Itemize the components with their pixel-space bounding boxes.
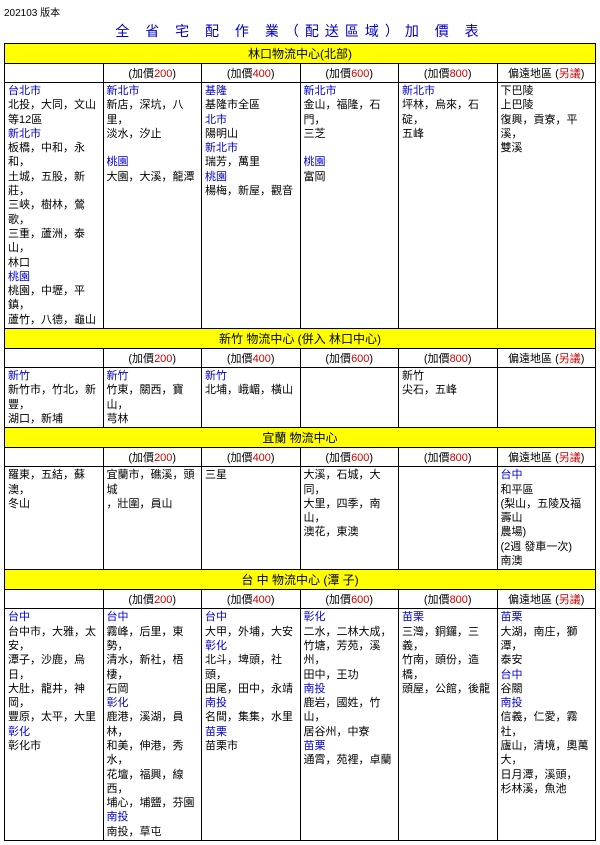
data-cell <box>300 368 399 428</box>
section-header: 新竹 物流中心 (併入 林口中心) <box>5 329 596 349</box>
main-title: 全 省 宅 配 作 業（配送區域）加 價 表 <box>4 21 596 41</box>
data-cell: 台北市北投，大同，文山等12區新北市板橋，中和，永和，土城，五股，新莊，三峽，樹… <box>5 83 104 329</box>
col-head: (加價800) <box>399 64 498 83</box>
main-table: 林口物流中心(北部)(加價200)(加價400)(加價600)(加價800)偏遠… <box>4 43 596 841</box>
data-cell: 台中霧峰，后里，東勢，清水，新社，梧棲，石岡彰化鹿港，溪湖，員林，和美，伸港，秀… <box>103 609 202 841</box>
col-head: (加價800) <box>399 349 498 368</box>
data-cell: 台中大甲，外埔，大安彰化北斗，埤頭，社頭，田尾，田中，永靖南投名間，集集，水里苗… <box>202 609 301 841</box>
col-head: (加價600) <box>300 64 399 83</box>
col-head: (加價800) <box>399 448 498 467</box>
data-cell <box>497 368 596 428</box>
section-header: 宜蘭 物流中心 <box>5 428 596 448</box>
data-cell: 新竹尖石，五峰 <box>399 368 498 428</box>
data-cell: 苗栗大湖，南庄，獅潭，泰安台中谷關南投信義，仁愛，霧社，廬山，清境，奧萬大，日月… <box>497 609 596 841</box>
col-head: (加價600) <box>300 590 399 609</box>
data-cell: 苗栗三灣，銅鑼，三義，竹南，頭份，造橋，頭屋，公館，後龍 <box>399 609 498 841</box>
data-cell: 新竹北埔，峨嵋，橫山 <box>202 368 301 428</box>
col-head: (加價400) <box>202 64 301 83</box>
data-cell: 新竹新竹市，竹北，新豐，湖口，新埔 <box>5 368 104 428</box>
data-cell: 新北市新店，深坑，八里，淡水，汐止 桃園大園，大溪，龍潭 <box>103 83 202 329</box>
col-head: (加價200) <box>103 448 202 467</box>
col-head-blank <box>5 448 104 467</box>
data-cell <box>399 467 498 570</box>
col-head-remote: 偏遠地區 (另議) <box>497 64 596 83</box>
col-head-remote: 偏遠地區 (另議) <box>497 349 596 368</box>
col-head: (加價200) <box>103 64 202 83</box>
col-head: (加價400) <box>202 590 301 609</box>
col-head-blank <box>5 590 104 609</box>
col-head: (加價400) <box>202 448 301 467</box>
col-head: (加價800) <box>399 590 498 609</box>
data-cell: 下巴陵上巴陵復興，貢寮，平溪，雙溪 <box>497 83 596 329</box>
data-cell: 羅東，五結，蘇澳，冬山 <box>5 467 104 570</box>
data-cell: 宜蘭市，礁溪，頭城，壯圍，員山 <box>103 467 202 570</box>
col-head: (加價600) <box>300 448 399 467</box>
col-head-blank <box>5 349 104 368</box>
section-header: 林口物流中心(北部) <box>5 44 596 64</box>
col-head-remote: 偏遠地區 (另議) <box>497 590 596 609</box>
data-cell: 基隆基隆市全區北市陽明山新北市瑞芳，萬里桃園楊梅，新屋，觀音 <box>202 83 301 329</box>
version-text: 202103 版本 <box>4 4 596 19</box>
col-head: (加價200) <box>103 349 202 368</box>
col-head-remote: 偏遠地區 (另議) <box>497 448 596 467</box>
col-head-blank <box>5 64 104 83</box>
col-head: (加價400) <box>202 349 301 368</box>
data-cell: 彰化二水，二林大成，竹塘，芳苑，溪州，田中，王功南投鹿岩，國姓，竹山，居谷州，中… <box>300 609 399 841</box>
col-head: (加價600) <box>300 349 399 368</box>
col-head: (加價200) <box>103 590 202 609</box>
data-cell: 新北市坪林，烏來，石碇，五峰 <box>399 83 498 329</box>
data-cell: 大溪，石城，大同，大里，四季，南山，澳花，東澳 <box>300 467 399 570</box>
data-cell: 新北市金山，福隆，石門，三芝 桃園富岡 <box>300 83 399 329</box>
section-header: 台 中 物流中心 (潭 子) <box>5 570 596 590</box>
data-cell: 新竹竹東，關西，寶山，芎林 <box>103 368 202 428</box>
data-cell: 台中和平區(梨山，五陵及福壽山農場)(2週 發車一次)南澳 <box>497 467 596 570</box>
data-cell: 台中台中市，大雅，太安，潭子，沙鹿，烏日，大肚，龍井，神岡，豐原，太平，大里彰化… <box>5 609 104 841</box>
data-cell: 三星 <box>202 467 301 570</box>
